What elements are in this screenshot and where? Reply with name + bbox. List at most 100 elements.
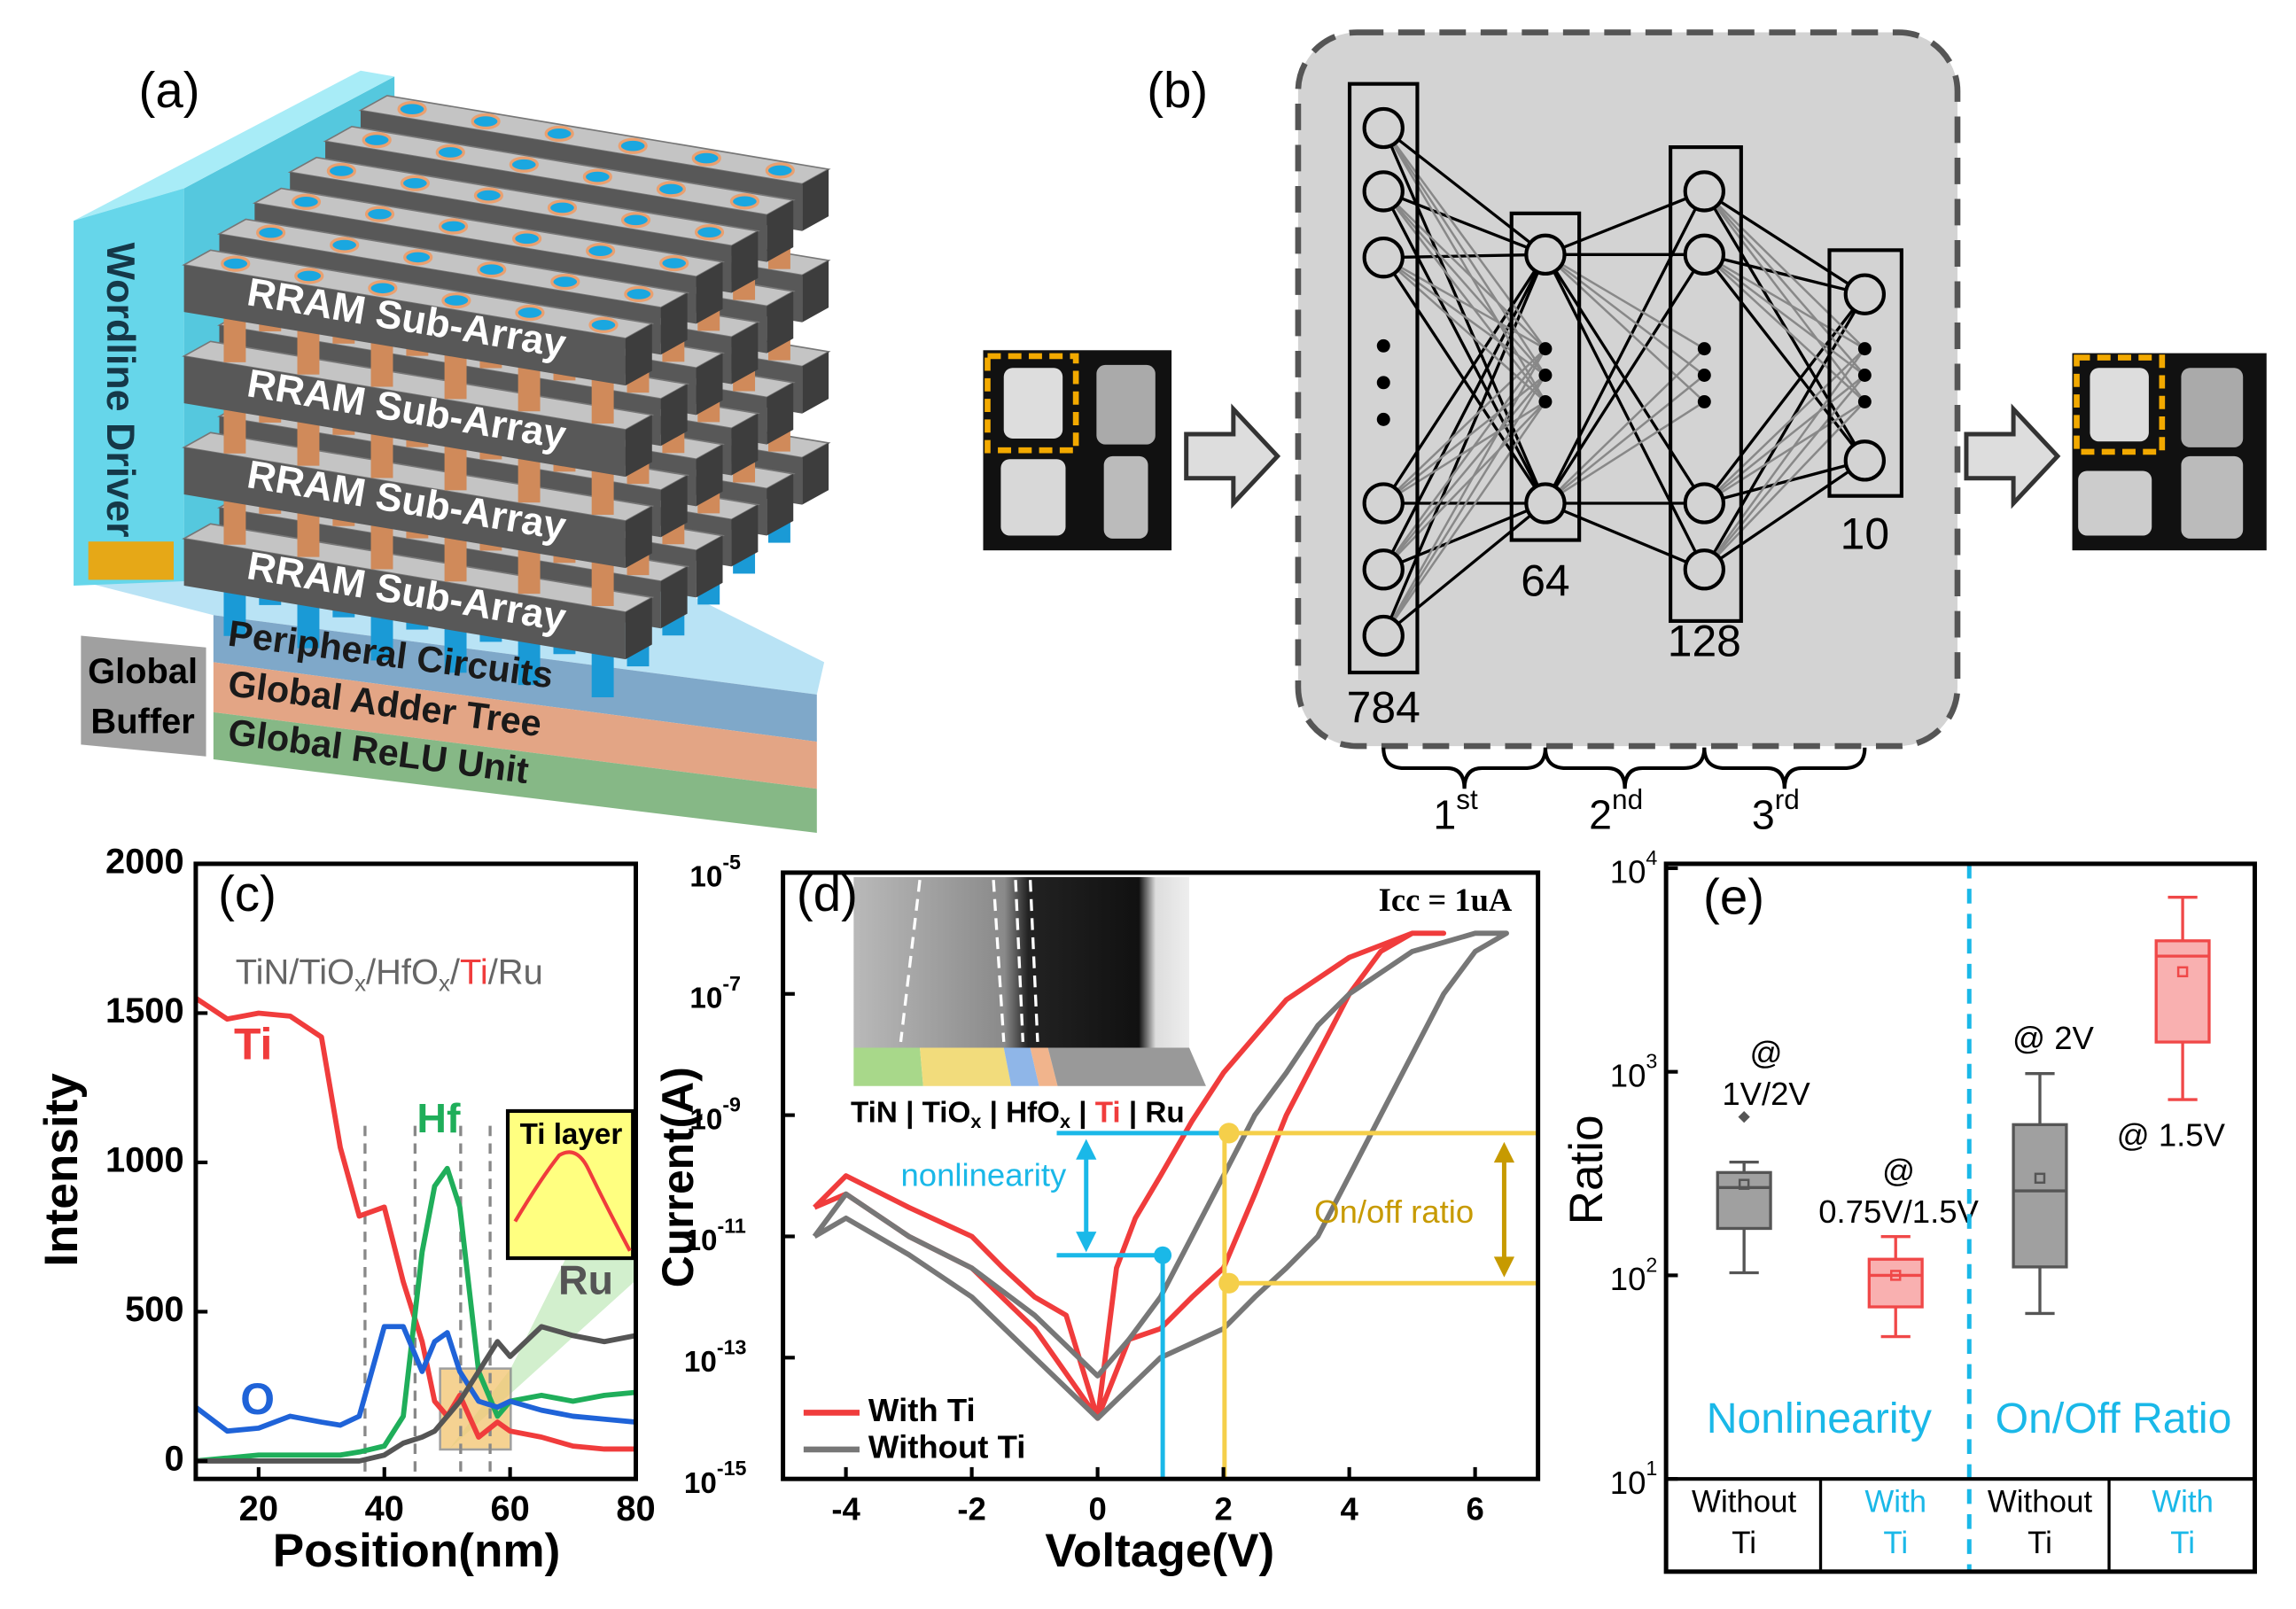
connection <box>1382 190 1546 377</box>
stage-number: 3 <box>1752 792 1775 838</box>
pillar <box>370 613 393 661</box>
y-tick-label: 10-5 <box>689 851 741 893</box>
connection <box>1544 190 1706 504</box>
x-tick-label: 0 <box>1088 1490 1106 1527</box>
cell <box>294 268 324 284</box>
layer-strip <box>920 1047 1012 1086</box>
y-tick-label-exp: -9 <box>722 1093 741 1116</box>
slab-end <box>731 413 759 476</box>
y-tick-label: 103 <box>1610 1050 1658 1093</box>
x-tick-label: 80 <box>616 1489 655 1528</box>
stage-suffix: rd <box>1775 784 1800 816</box>
y-tick-label: 10-15 <box>684 1457 747 1499</box>
pillar <box>518 455 541 503</box>
layer-box <box>1669 145 1743 623</box>
ellipsis-dot <box>1538 394 1553 408</box>
cell <box>544 125 574 142</box>
connection <box>1382 256 1546 403</box>
cell <box>256 224 286 241</box>
ellipsis-dot <box>1697 342 1711 356</box>
buffer-label: Global <box>88 652 198 691</box>
connection <box>1702 190 1866 462</box>
box <box>2012 1123 2068 1269</box>
stage-label: 3rd <box>1752 784 1800 838</box>
annotation: 0.75V/1.5V <box>1818 1193 1979 1230</box>
stage-number: 1 <box>1433 792 1456 838</box>
interface <box>992 880 1006 1043</box>
layer-strip <box>853 1047 923 1086</box>
connection <box>1382 190 1546 403</box>
slab-end <box>660 384 688 447</box>
cell <box>694 224 725 241</box>
pillar <box>223 406 246 454</box>
cell <box>435 144 465 161</box>
connection <box>1703 400 1866 505</box>
stack-part: | HfO <box>981 1096 1060 1129</box>
slab-end <box>802 169 829 231</box>
bracket <box>1543 747 1707 789</box>
input-images <box>983 350 1172 551</box>
cell <box>550 273 580 291</box>
connection <box>1545 400 1705 505</box>
axes-frame <box>1663 861 2257 1574</box>
interface <box>1014 880 1024 1042</box>
y-tick-label: 1500 <box>105 991 184 1030</box>
neuron <box>1683 170 1725 213</box>
slab-end <box>802 260 829 323</box>
layer-strip <box>1030 1047 1058 1086</box>
cell <box>729 193 760 210</box>
stack-part: x <box>354 971 366 996</box>
pillar <box>591 467 614 516</box>
y-tick-label: 101 <box>1610 1457 1658 1500</box>
inset-curve <box>513 1150 632 1252</box>
annotation: @ 1.5V <box>2117 1117 2226 1154</box>
box <box>1867 1257 1924 1309</box>
neuron <box>1362 548 1405 591</box>
bracket <box>1381 747 1548 789</box>
connection <box>1382 374 1546 637</box>
slab-end <box>625 323 652 386</box>
neuron <box>1362 106 1405 150</box>
neuron <box>1683 233 1725 276</box>
x-tick-label: -2 <box>957 1490 985 1527</box>
legend-label: Without Ti <box>868 1429 1025 1465</box>
ellipsis-dot <box>1697 369 1711 382</box>
layer-face <box>213 615 817 742</box>
pillar <box>591 649 614 697</box>
connection <box>1381 190 1547 504</box>
pillar <box>297 601 320 649</box>
y-tick-label-base: 10 <box>1610 1261 1646 1297</box>
slab-end <box>767 291 794 354</box>
y-tick-label-base: 10 <box>689 982 722 1014</box>
cell <box>403 249 433 266</box>
panel-label: (b) <box>1147 62 1208 118</box>
series-line <box>195 1324 637 1464</box>
connection <box>1545 374 1706 504</box>
connection <box>1381 253 1547 504</box>
series-label: Ru <box>558 1257 613 1303</box>
connection <box>1703 347 1866 571</box>
connection <box>1703 253 1865 296</box>
guide-point <box>1154 1246 1172 1264</box>
slab-end <box>767 473 794 536</box>
layer-size: 784 <box>1347 682 1420 732</box>
arrow-head <box>1493 1141 1515 1163</box>
neuron <box>1683 548 1725 591</box>
slab-end <box>696 535 723 598</box>
annotation: nonlinearity <box>900 1156 1066 1193</box>
stack-part: | <box>1070 1096 1095 1129</box>
y-tick-label-exp: -11 <box>718 1215 746 1238</box>
arrow-head <box>1076 1139 1097 1160</box>
cell <box>515 304 545 322</box>
slab-end <box>731 504 759 567</box>
outlier <box>1738 1110 1750 1123</box>
slab-end <box>625 597 652 660</box>
stack-part: Ti <box>460 952 488 991</box>
mean <box>1889 1270 1902 1281</box>
stack-part: /HfO <box>366 952 439 991</box>
connection <box>1703 347 1866 504</box>
annotation: @ 2V <box>2012 1020 2095 1056</box>
series-line <box>813 930 1447 1421</box>
pillar <box>223 315 246 362</box>
y-tick-label-base: 10 <box>689 860 722 893</box>
